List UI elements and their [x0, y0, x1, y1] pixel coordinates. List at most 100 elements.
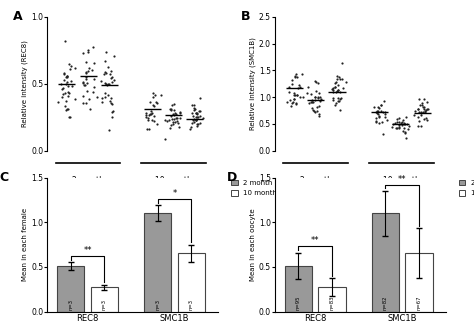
Point	[398, 120, 406, 125]
Point	[371, 105, 378, 110]
Text: n=67: n=67	[417, 296, 421, 310]
Text: n=3: n=3	[155, 299, 160, 310]
Point	[334, 87, 341, 92]
Point	[335, 88, 342, 93]
Bar	[405, 254, 432, 312]
Point	[421, 108, 429, 114]
Point	[150, 103, 157, 109]
Point	[109, 114, 116, 119]
Point	[167, 122, 175, 128]
Point	[395, 122, 403, 128]
Y-axis label: Relative intensity (REC8): Relative intensity (REC8)	[22, 40, 28, 127]
Point	[101, 70, 109, 75]
Point	[55, 99, 62, 105]
Point	[82, 76, 90, 82]
Point	[285, 90, 292, 95]
Point	[293, 75, 301, 80]
Point	[189, 120, 196, 126]
Point	[373, 109, 381, 114]
Point	[200, 115, 207, 120]
Point	[191, 119, 198, 125]
Point	[289, 100, 296, 106]
Point	[90, 44, 97, 49]
Point	[292, 71, 300, 76]
Point	[381, 112, 389, 117]
Point	[395, 119, 402, 124]
Point	[374, 104, 382, 110]
Point	[191, 106, 199, 111]
Point	[192, 115, 200, 120]
Text: C: C	[0, 171, 9, 184]
Point	[63, 74, 70, 79]
Point	[338, 60, 346, 66]
Point	[395, 125, 403, 130]
Point	[401, 121, 408, 126]
Point	[173, 116, 181, 121]
Point	[293, 93, 301, 98]
Bar	[57, 266, 84, 312]
Point	[380, 109, 387, 115]
Point	[144, 126, 151, 132]
Point	[71, 96, 79, 102]
Point	[191, 106, 198, 111]
Point	[290, 90, 298, 96]
Point	[195, 108, 202, 114]
Point	[339, 85, 347, 91]
Point	[289, 99, 297, 105]
Point	[335, 99, 342, 104]
Point	[313, 108, 321, 114]
Point	[172, 116, 180, 121]
Point	[90, 60, 98, 66]
Point	[63, 74, 70, 79]
Point	[414, 107, 421, 112]
Point	[172, 112, 180, 117]
Point	[423, 99, 430, 105]
Text: n=3: n=3	[68, 299, 73, 310]
Point	[107, 75, 114, 80]
Point	[401, 121, 408, 126]
Point	[424, 106, 431, 112]
Point	[381, 115, 388, 120]
Bar	[372, 213, 399, 312]
Point	[105, 64, 112, 69]
Point	[110, 78, 118, 83]
Point	[142, 112, 149, 117]
Point	[288, 77, 296, 83]
Point	[389, 125, 396, 130]
Point	[176, 109, 184, 115]
Point	[142, 114, 150, 120]
Point	[107, 68, 115, 73]
Point	[299, 94, 306, 100]
Point	[307, 99, 315, 105]
Point	[306, 100, 313, 106]
Point	[310, 107, 317, 113]
Point	[411, 108, 419, 113]
Point	[419, 110, 427, 115]
Point	[331, 84, 338, 89]
Point	[291, 96, 298, 102]
Point	[332, 89, 340, 94]
Point	[67, 78, 74, 83]
Point	[63, 108, 70, 113]
Point	[375, 114, 383, 119]
Point	[90, 84, 98, 89]
Text: 10 month: 10 month	[155, 176, 192, 185]
Point	[374, 109, 382, 114]
Point	[283, 100, 291, 105]
Point	[64, 89, 72, 94]
Point	[105, 127, 113, 133]
Point	[410, 112, 418, 117]
Point	[189, 113, 196, 118]
Point	[298, 71, 306, 77]
Point	[335, 74, 343, 79]
Point	[171, 110, 179, 116]
Point	[333, 76, 341, 82]
Point	[167, 107, 175, 113]
Point	[332, 100, 339, 105]
Point	[193, 121, 201, 127]
Point	[60, 72, 68, 77]
Point	[166, 125, 174, 131]
Point	[67, 63, 74, 69]
Point	[422, 116, 429, 121]
Point	[83, 80, 91, 86]
